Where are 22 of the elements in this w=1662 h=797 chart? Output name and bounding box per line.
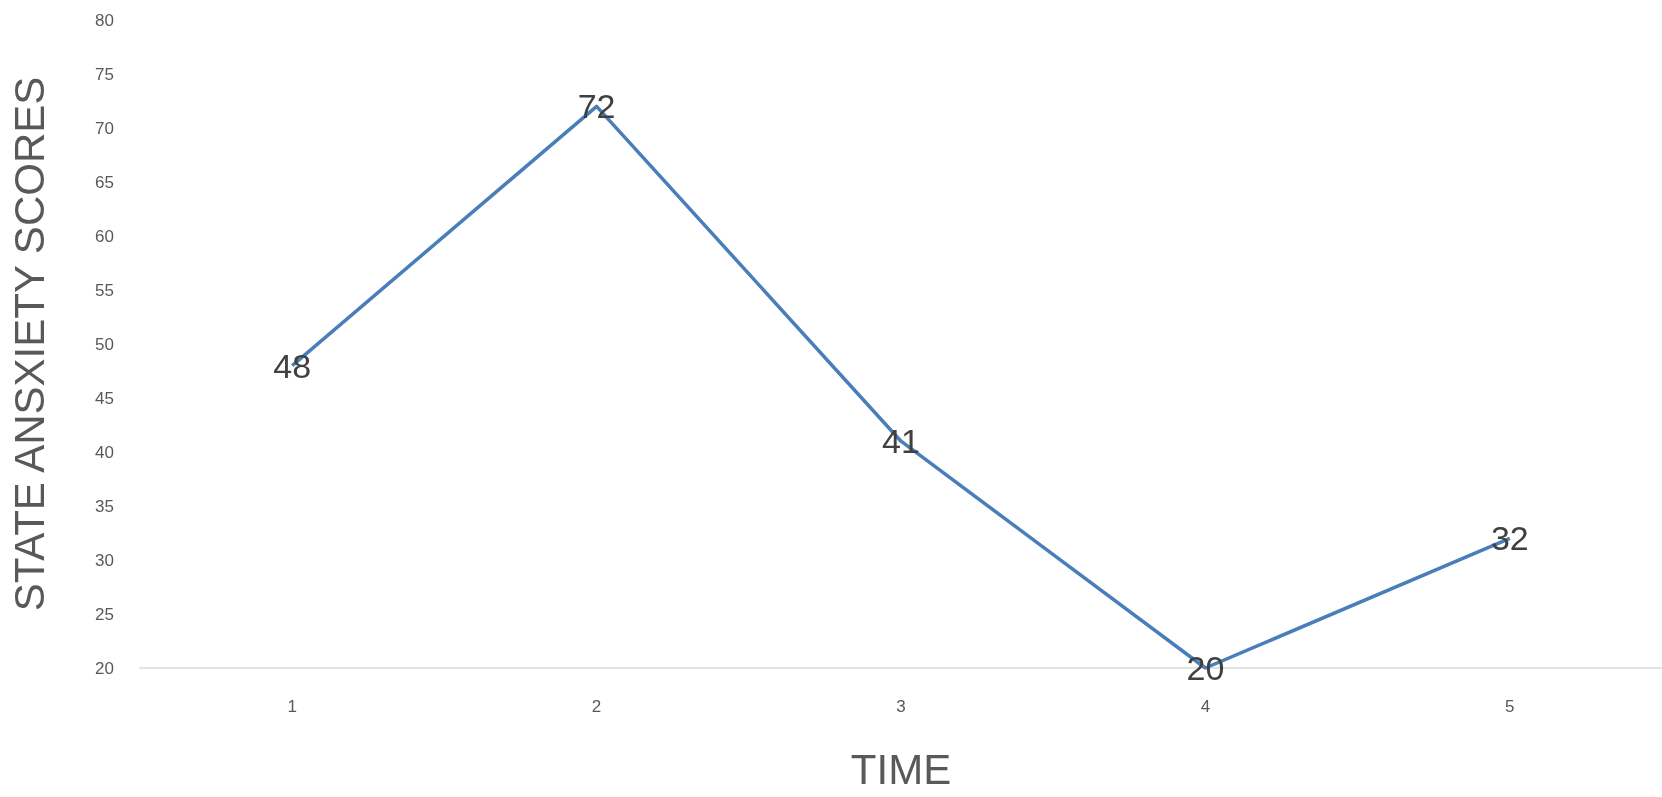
y-tick-label: 30 xyxy=(95,550,114,570)
y-tick-label: 80 xyxy=(95,10,114,30)
x-tick-label: 4 xyxy=(1200,697,1211,716)
x-tick-label: 1 xyxy=(287,697,297,716)
y-tick-label: 60 xyxy=(95,226,114,246)
y-axis-title: STATE ANSXIETY SCORES xyxy=(5,76,53,612)
data-label: 32 xyxy=(1490,519,1529,558)
y-tick-label: 45 xyxy=(95,388,114,408)
x-tick-label: 2 xyxy=(591,697,602,716)
x-tick-label: 5 xyxy=(1505,697,1515,716)
x-axis-title: TIME xyxy=(850,745,952,793)
y-tick-label: 70 xyxy=(95,118,114,138)
x-tick-label: 3 xyxy=(896,697,906,716)
y-tick-label: 35 xyxy=(95,496,114,516)
y-tick-label: 25 xyxy=(95,604,114,624)
y-tick-label: 20 xyxy=(95,658,114,678)
data-label: 48 xyxy=(273,346,312,385)
y-tick-label: 50 xyxy=(95,334,114,354)
y-tick-label: 55 xyxy=(95,280,114,300)
y-tick-label: 75 xyxy=(95,64,114,84)
y-tick-label: 65 xyxy=(95,172,114,192)
y-tick-label: 40 xyxy=(95,442,114,462)
